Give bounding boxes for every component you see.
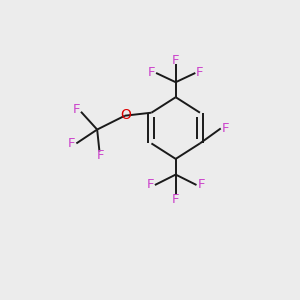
Text: F: F: [172, 193, 179, 206]
Text: O: O: [121, 108, 131, 122]
Text: F: F: [197, 178, 205, 191]
Text: F: F: [196, 67, 203, 80]
Text: F: F: [68, 137, 75, 150]
Text: F: F: [97, 149, 104, 162]
Text: F: F: [222, 122, 230, 135]
Text: F: F: [148, 67, 156, 80]
Text: F: F: [172, 54, 179, 67]
Text: F: F: [73, 103, 81, 116]
Text: F: F: [146, 178, 154, 191]
